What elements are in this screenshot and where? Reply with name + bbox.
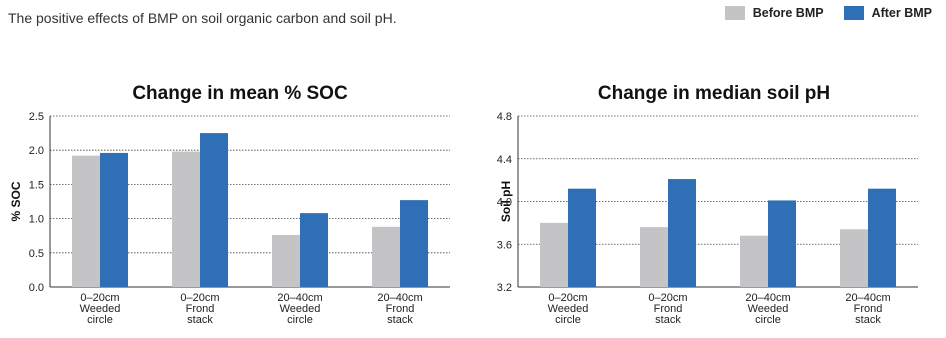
chart2-category-label: 0–20cm: [648, 292, 687, 304]
chart2-ytick-label: 4.0: [497, 197, 512, 209]
chart2-category-label: 20–40cm: [845, 292, 890, 304]
chart1-bar-before: [272, 235, 300, 287]
chart1-category-label: circle: [87, 314, 113, 326]
chart1-bar-after: [300, 213, 328, 287]
chart1-ytick-label: 0.5: [29, 248, 44, 260]
chart2-ylabel: Soil pH: [499, 181, 513, 222]
chart2-ytick-label: 3.6: [497, 239, 512, 251]
chart1-bar-before: [372, 226, 400, 287]
chart1-category-label: Weeded: [80, 303, 121, 315]
chart2-category-label: circle: [755, 314, 781, 326]
chart2-category-label: 0–20cm: [548, 292, 587, 304]
chart2-category-label: Frond: [854, 303, 883, 315]
legend-swatch-after: [843, 6, 864, 20]
chart1-category-label: Frond: [186, 303, 215, 315]
chart2-ytick-label: 4.8: [497, 111, 512, 123]
chart2-bar-after: [668, 179, 696, 287]
chart1-ylabel: % SOC: [9, 181, 23, 221]
chart2-bar-after: [768, 200, 796, 287]
chart2-bar-before: [540, 222, 568, 287]
chart1-bar-after: [400, 200, 428, 287]
chart1-category-label: 0–20cm: [80, 292, 119, 304]
chart1-ytick-label: 2.0: [29, 145, 44, 157]
chart2-bar-before: [640, 227, 668, 287]
chart1-category-label: 20–40cm: [377, 292, 422, 304]
chart1-ytick-label: 1.0: [29, 214, 44, 226]
chart2-bar-before: [740, 235, 768, 287]
legend-swatch-before: [724, 6, 745, 20]
chart1-title: Change in mean % SOC: [132, 83, 348, 104]
chart2-bar-after: [568, 188, 596, 287]
chart1-category-label: 0–20cm: [180, 292, 219, 304]
chart2-bar-after: [868, 188, 896, 287]
chart2-category-label: 20–40cm: [745, 292, 790, 304]
chart1-bar-before: [72, 155, 100, 287]
chart1-category-label: stack: [387, 314, 413, 326]
chart1-category-label: 20–40cm: [277, 292, 322, 304]
legend-item-after: After BMP: [843, 6, 932, 20]
chart2-title: Change in median soil pH: [598, 83, 830, 104]
chart2-ytick-label: 4.4: [497, 154, 512, 166]
chart2-category-label: Weeded: [548, 303, 589, 315]
chart2-bar-before: [840, 229, 868, 287]
legend: Before BMP After BMP: [724, 6, 932, 20]
chart1-bar-after: [200, 133, 228, 287]
chart1-bar-before: [172, 151, 200, 287]
chart2-ytick-label: 3.2: [497, 282, 512, 294]
legend-label-before: Before BMP: [752, 6, 824, 20]
chart2-category-label: stack: [655, 314, 681, 326]
chart1-bar-after: [100, 152, 128, 287]
chart2-category-label: stack: [855, 314, 881, 326]
chart1-ytick-label: 0.0: [29, 282, 44, 294]
chart1-ytick-label: 2.5: [29, 111, 44, 123]
chart2-category-label: circle: [555, 314, 581, 326]
chart2-category-label: Frond: [654, 303, 683, 315]
chart1-category-label: circle: [287, 314, 313, 326]
chart1-category-label: stack: [187, 314, 213, 326]
chart1-category-label: Frond: [386, 303, 415, 315]
legend-label-after: After BMP: [871, 6, 932, 20]
chart2-category-label: Weeded: [748, 303, 789, 315]
legend-item-before: Before BMP: [724, 6, 824, 20]
chart1-ytick-label: 1.5: [29, 179, 44, 191]
figure-caption: The positive effects of BMP on soil orga…: [8, 10, 397, 26]
chart1-category-label: Weeded: [280, 303, 321, 315]
